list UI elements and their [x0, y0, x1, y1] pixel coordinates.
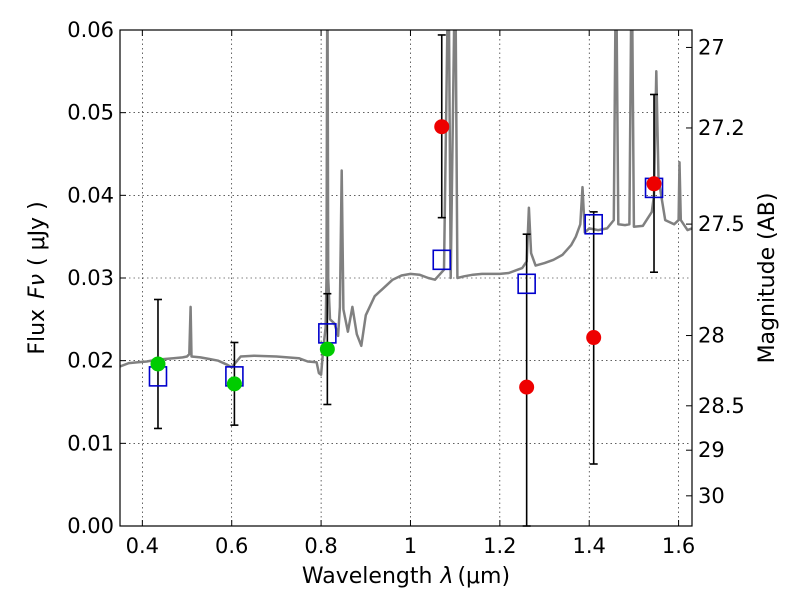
observed_optical-marker	[319, 341, 335, 357]
axis-ticks: 0.4 0.6 0.8 1 1.2 1.4 1.6 0.00 0.01 0.02 0.03 0.04 0…	[67, 18, 745, 558]
observed_nir-marker	[586, 330, 602, 346]
y2-tick-label: 27	[698, 35, 725, 59]
model_photometry-marker	[517, 273, 536, 295]
x-tick-label: 0.8	[304, 534, 337, 558]
y2-tick-label: 28	[698, 324, 725, 348]
x-tick-label: 1.6	[662, 534, 695, 558]
y2-tick-label: 30	[698, 484, 725, 508]
observed_nir-marker	[646, 176, 662, 192]
y2-tick-label: 27.5	[698, 212, 745, 236]
x-axis-label: Wavelength λ (μm)	[302, 564, 510, 589]
y-tick-label: 0.01	[67, 431, 114, 455]
model_photometry-marker	[584, 213, 603, 235]
y-axis-label: FluxFν( μJy )	[25, 201, 50, 354]
observed_optical-marker	[150, 356, 166, 372]
observed_nir-marker	[434, 119, 450, 135]
y-tick-label: 0.03	[67, 266, 114, 290]
observed_optical-marker	[226, 376, 242, 392]
observed_nir-marker	[519, 379, 535, 395]
y2-axis-label: Magnitude (AB)	[755, 193, 780, 364]
y-tick-label: 0.06	[67, 18, 114, 42]
x-tick-label: 1	[404, 534, 417, 558]
y2-tick-label: 29	[698, 438, 725, 462]
y-tick-label: 0.02	[67, 349, 114, 373]
x-tick-label: 0.6	[215, 534, 248, 558]
y-tick-label: 0.04	[67, 183, 114, 207]
y2-tick-label: 27.2	[698, 116, 745, 140]
x-tick-label: 0.4	[126, 534, 159, 558]
x-tick-label: 1.4	[573, 534, 606, 558]
y2-tick-label: 28.5	[698, 394, 745, 418]
model_photometry-marker	[432, 249, 452, 271]
markers-layer	[148, 119, 664, 395]
x-tick-label: 1.2	[483, 534, 516, 558]
y-tick-label: 0.05	[67, 101, 114, 125]
y-tick-label: 0.00	[67, 514, 114, 538]
